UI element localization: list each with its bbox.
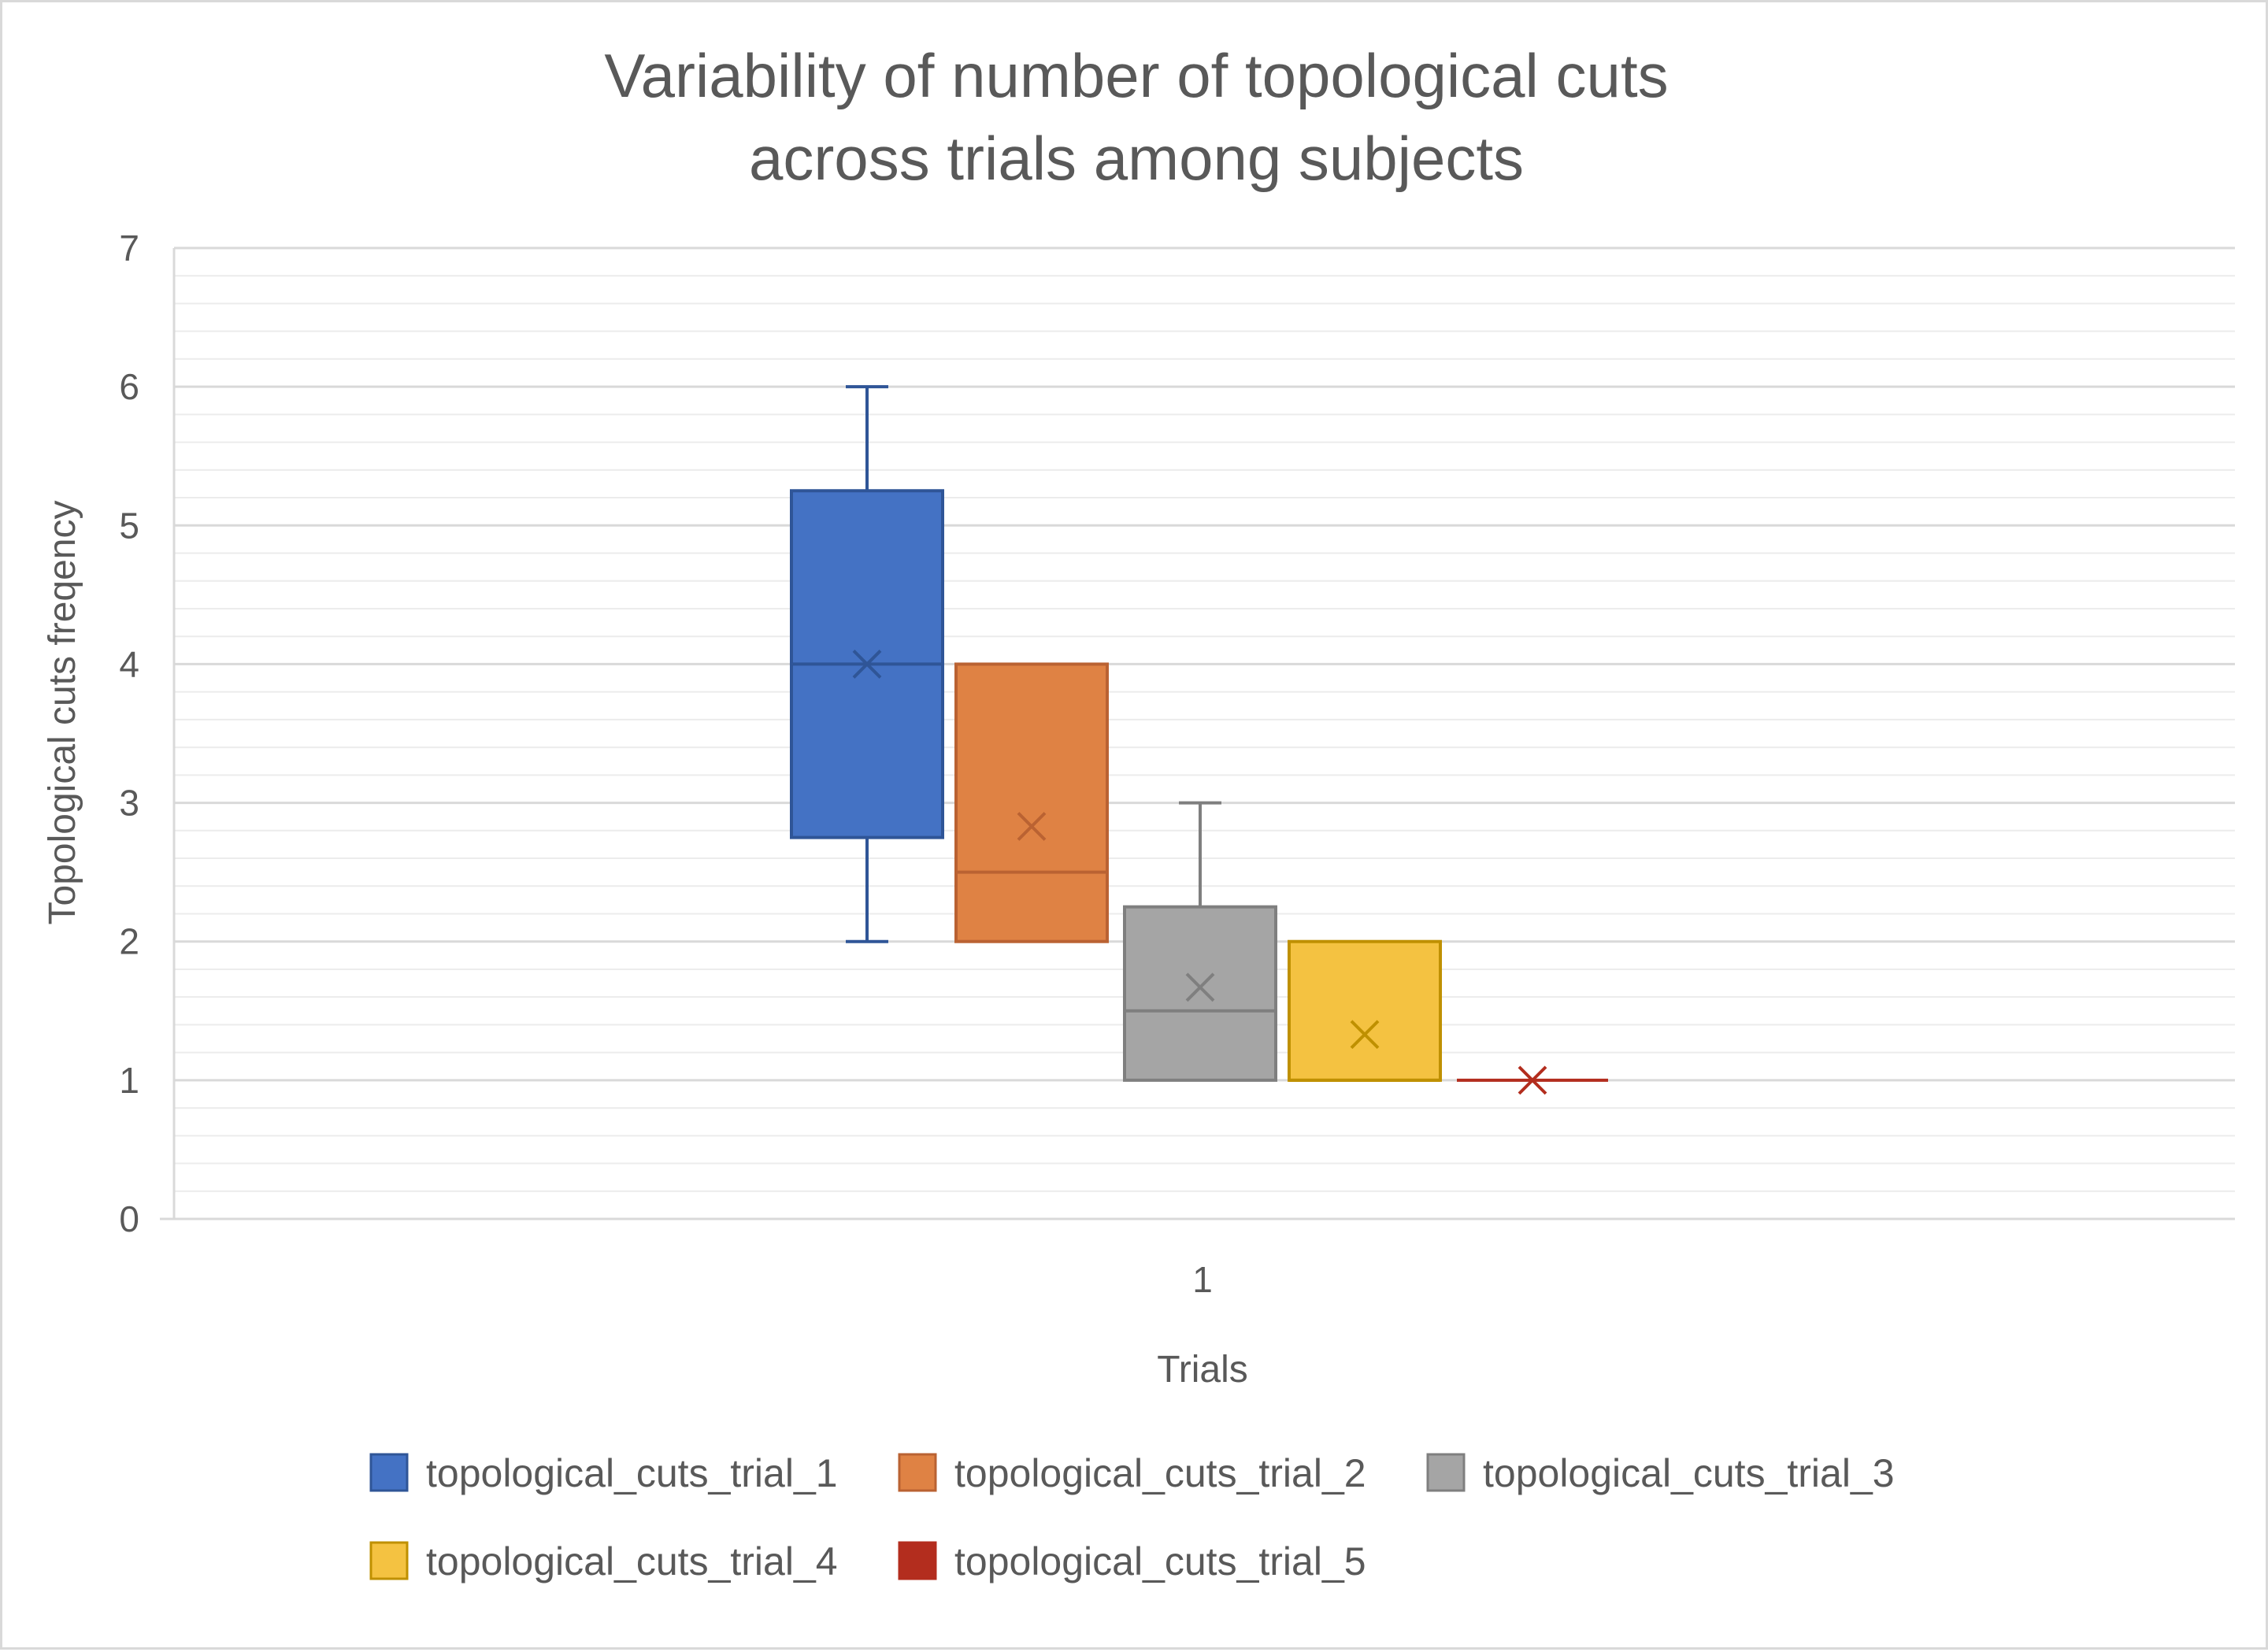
- y-tick-label: 0: [119, 1198, 139, 1239]
- legend-swatch: [898, 1541, 937, 1580]
- chart-title-line-2: across trials among subjects: [749, 124, 1524, 193]
- mean-marker: [1185, 972, 1215, 1002]
- y-tick-label: 1: [119, 1060, 139, 1101]
- legend: topological_cuts_trial_1 topological_cuts…: [369, 1451, 1895, 1583]
- legend-item: topological_cuts_trial_2: [898, 1451, 1366, 1495]
- legend-label: topological_cuts_trial_1: [426, 1451, 838, 1495]
- y-tick-label: 2: [119, 921, 139, 962]
- x-axis-ticks: 1: [1192, 1259, 1213, 1300]
- y-axis-title: Topological cuts freqency: [42, 501, 83, 925]
- legend-item: topological_cuts_trial_1: [369, 1451, 838, 1495]
- y-axis-ticks: 0 1 2 3 4 5 6 7: [119, 228, 139, 1239]
- legend-label: topological_cuts_trial_4: [426, 1539, 838, 1583]
- mean-marker: [1518, 1065, 1547, 1095]
- legend-item: topological_cuts_trial_4: [369, 1539, 838, 1583]
- chart-title: Variability of number of topological cut…: [604, 41, 1668, 193]
- y-tick-label: 4: [119, 643, 139, 684]
- y-tick-label: 3: [119, 783, 139, 824]
- legend-label: topological_cuts_trial_2: [954, 1451, 1366, 1495]
- box-topological_cuts_trial_4: [1288, 939, 1442, 1082]
- box-topological_cuts_trial_3: [1123, 801, 1277, 1082]
- legend-swatch: [1426, 1453, 1466, 1492]
- box-topological_cuts_trial_2: [954, 662, 1109, 943]
- x-tick-label: 1: [1192, 1259, 1213, 1300]
- y-tick-label: 7: [119, 228, 139, 269]
- box-body: [1123, 905, 1277, 1082]
- box-body: [1288, 939, 1442, 1082]
- legend-item: topological_cuts_trial_5: [898, 1539, 1366, 1583]
- box-body: [954, 662, 1109, 943]
- legend-swatch: [369, 1541, 409, 1580]
- chart-title-line-1: Variability of number of topological cut…: [604, 41, 1668, 110]
- y-tick-label: 5: [119, 505, 139, 546]
- y-tick-label: 6: [119, 366, 139, 407]
- legend-label: topological_cuts_trial_3: [1483, 1451, 1895, 1495]
- box-series: [790, 385, 1608, 1095]
- legend-label: topological_cuts_trial_5: [954, 1539, 1366, 1583]
- legend-swatch: [369, 1453, 409, 1492]
- x-axis-title: Trials: [1157, 1349, 1248, 1391]
- box-topological_cuts_trial_1: [790, 385, 944, 943]
- box-topological_cuts_trial_5: [1457, 1065, 1608, 1095]
- mean-marker: [852, 650, 882, 679]
- mean-marker: [1017, 812, 1047, 841]
- legend-item: topological_cuts_trial_3: [1426, 1451, 1895, 1495]
- mean-marker: [1350, 1020, 1380, 1050]
- legend-swatch: [898, 1453, 937, 1492]
